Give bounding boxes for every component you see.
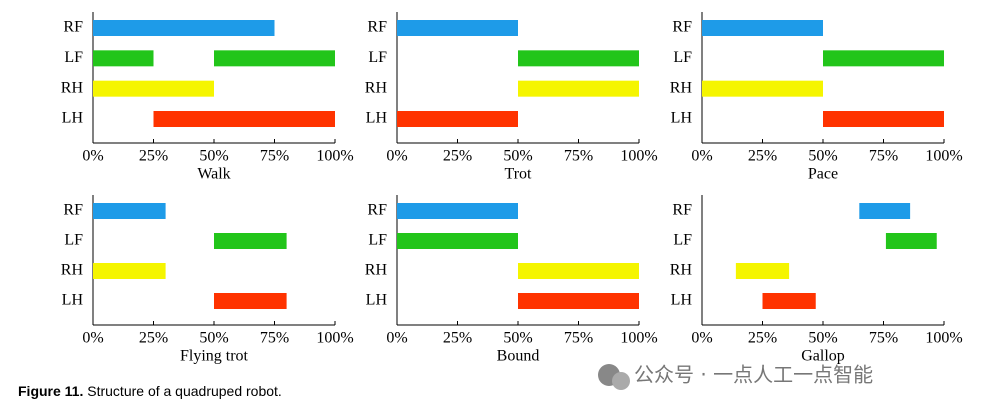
phase-bar: [93, 20, 275, 36]
x-tick-label: 75%: [260, 330, 289, 347]
x-tick-label: 50%: [199, 330, 228, 347]
category-label: RH: [670, 262, 693, 279]
x-tick-label: 25%: [443, 330, 472, 347]
caption-text: Structure of a quadruped robot.: [87, 383, 282, 399]
x-tick-label: 0%: [691, 148, 712, 165]
x-tick-label: 100%: [316, 148, 353, 165]
phase-bar: [518, 263, 639, 279]
x-tick-label: 50%: [503, 148, 532, 165]
x-tick-label: 100%: [620, 330, 657, 347]
x-tick-label: 75%: [869, 148, 898, 165]
category-label: RH: [670, 79, 693, 96]
x-tick-label: 25%: [748, 148, 777, 165]
phase-bar: [397, 233, 518, 249]
watermark-icon: [598, 364, 630, 390]
x-tick-label: 100%: [316, 330, 353, 347]
category-label: LH: [671, 292, 693, 309]
x-axis-label: Walk: [197, 166, 230, 183]
x-tick-label: 75%: [869, 330, 898, 347]
x-tick-label: 50%: [808, 330, 837, 347]
phase-bar: [823, 111, 944, 127]
phase-bar: [518, 80, 639, 97]
x-tick-label: 25%: [139, 148, 168, 165]
x-tick-label: 75%: [564, 330, 593, 347]
category-label: RF: [367, 19, 387, 36]
x-tick-label: 25%: [748, 330, 777, 347]
phase-bar: [93, 263, 166, 279]
x-tick-label: 0%: [82, 148, 103, 165]
category-label: LF: [64, 49, 83, 66]
phase-bar: [885, 233, 937, 249]
category-label: RF: [672, 19, 692, 36]
watermark: 公众号 · 一点人工一点智能: [634, 363, 873, 387]
phase-bar: [214, 233, 287, 249]
phase-bar: [823, 50, 944, 67]
x-tick-label: 100%: [620, 148, 657, 165]
phase-bar: [214, 293, 287, 309]
category-label: RF: [672, 202, 692, 219]
x-tick-label: 100%: [925, 330, 962, 347]
x-tick-label: 0%: [691, 330, 712, 347]
category-label: RH: [61, 262, 84, 279]
phase-bar: [397, 111, 518, 127]
phase-bar: [153, 111, 335, 127]
category-label: LH: [671, 110, 693, 127]
x-axis-label: Bound: [497, 348, 540, 365]
x-axis-label: Flying trot: [180, 348, 249, 365]
phase-bar: [397, 203, 518, 219]
phase-bar: [397, 20, 518, 36]
category-label: LH: [366, 292, 388, 309]
phase-bar: [762, 293, 816, 309]
category-label: LF: [368, 49, 387, 66]
category-label: LH: [366, 110, 388, 127]
phase-bar: [518, 50, 639, 67]
phase-bar: [518, 293, 639, 309]
phase-bar: [93, 50, 154, 67]
category-label: RH: [365, 262, 388, 279]
x-tick-label: 0%: [386, 148, 407, 165]
x-tick-label: 25%: [443, 148, 472, 165]
x-tick-label: 50%: [503, 330, 532, 347]
x-tick-label: 75%: [564, 148, 593, 165]
category-label: LF: [673, 232, 692, 249]
x-axis-label: Gallop: [801, 348, 845, 365]
x-tick-label: 75%: [260, 148, 289, 165]
x-axis-label: Trot: [505, 166, 533, 183]
phase-bar: [702, 20, 823, 36]
phase-bar: [93, 80, 214, 97]
category-label: RF: [63, 202, 83, 219]
x-tick-label: 0%: [82, 330, 103, 347]
x-tick-label: 25%: [139, 330, 168, 347]
category-label: LH: [62, 292, 84, 309]
phase-bar: [214, 50, 335, 67]
caption: Figure 11. Structure of a quadruped robo…: [18, 383, 282, 399]
phase-bar: [735, 263, 790, 279]
x-tick-label: 0%: [386, 330, 407, 347]
category-label: LF: [673, 49, 692, 66]
category-label: LF: [368, 232, 387, 249]
category-label: RF: [63, 19, 83, 36]
category-label: RH: [365, 79, 388, 96]
category-label: LH: [62, 110, 84, 127]
category-label: RH: [61, 79, 84, 96]
phase-bar: [702, 80, 823, 97]
caption-label: Figure 11.: [18, 383, 83, 399]
x-axis-label: Pace: [808, 166, 838, 183]
category-label: LF: [64, 232, 83, 249]
phase-bar: [93, 203, 166, 219]
phase-bar: [859, 203, 911, 219]
x-tick-label: 50%: [808, 148, 837, 165]
category-label: RF: [367, 202, 387, 219]
x-tick-label: 50%: [199, 148, 228, 165]
x-tick-label: 100%: [925, 148, 962, 165]
